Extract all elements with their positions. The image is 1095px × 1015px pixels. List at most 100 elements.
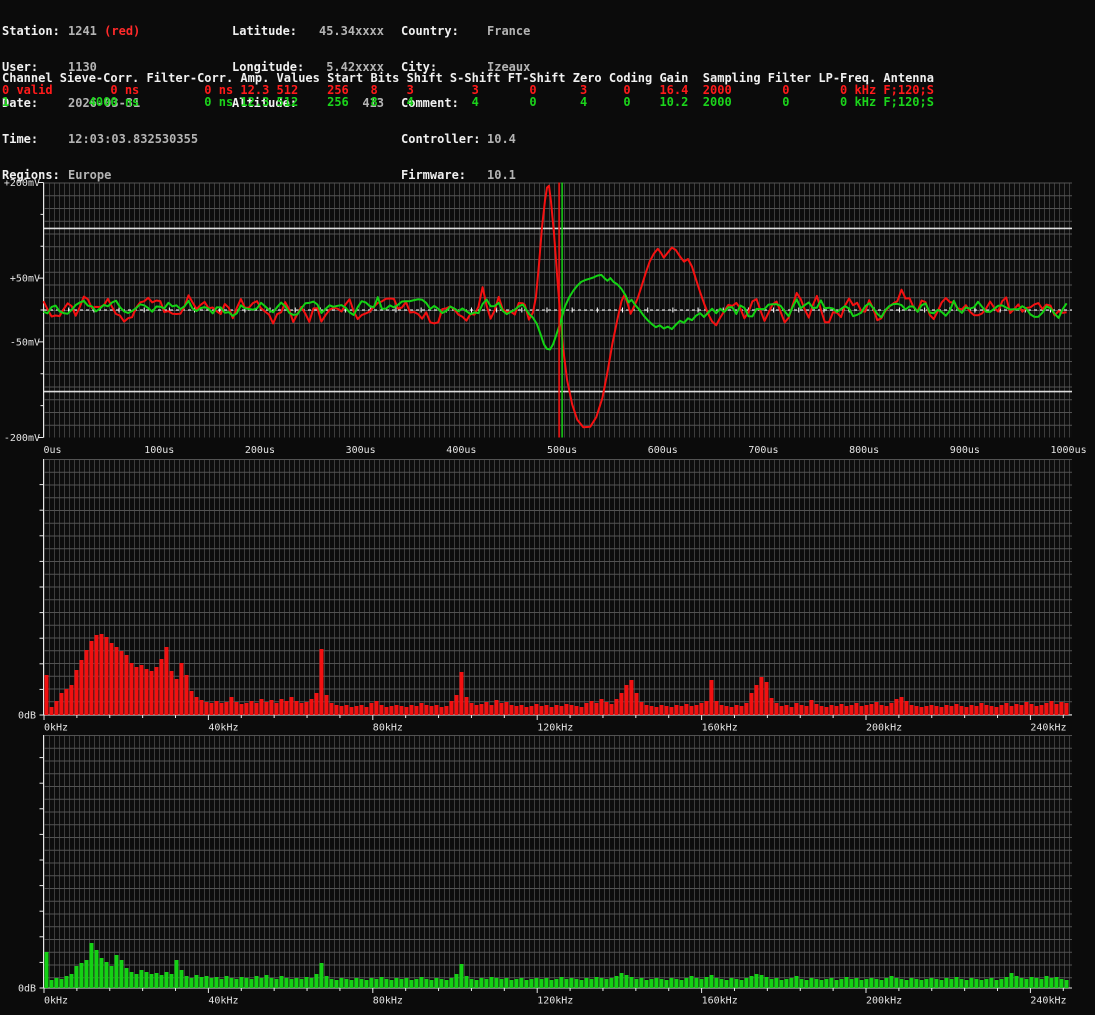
spectrum-bar: [469, 703, 474, 715]
spectrum-bar: [694, 978, 699, 988]
spectrum-bar: [114, 955, 119, 988]
spectrum-bar: [759, 677, 764, 715]
spectrum-bar: [329, 979, 334, 988]
waveform-x-tick-label: 800us: [849, 445, 879, 456]
spectrum-bar: [739, 706, 744, 715]
spectrum-bar: [714, 701, 719, 715]
spectrum-bar: [264, 975, 269, 988]
spectrum-bar: [1064, 703, 1069, 715]
spectrum-bar: [899, 697, 904, 715]
spectrum-bar: [144, 669, 149, 715]
spectrum-bar: [499, 979, 504, 988]
spectrum0-grid: [44, 459, 1072, 715]
spectrum-bar: [574, 706, 579, 715]
spectrum-bar: [274, 703, 279, 715]
spectrum-bar: [629, 680, 634, 715]
spectrum-bar: [274, 979, 279, 988]
spectrum-bar: [449, 701, 454, 715]
spectrum-bar: [139, 665, 144, 715]
city-row: City: Izeaux: [401, 61, 530, 73]
spectrum-bar: [384, 707, 389, 715]
spectrum-bar: [584, 703, 589, 715]
spectrum-bar: [589, 979, 594, 988]
spectrum-x-tick-label: 200kHz: [866, 996, 902, 1007]
y-tick-label: +200mV: [4, 178, 40, 189]
spectrum-bar: [1039, 979, 1044, 988]
spectrum-bar: [484, 979, 489, 988]
spectrum-bar: [194, 975, 199, 988]
spectrum-bar: [79, 660, 84, 715]
spectrum-bar: [474, 980, 479, 988]
spectrum-bar: [294, 978, 299, 988]
spectrum-bar: [879, 705, 884, 715]
spectrum-bar: [149, 974, 154, 988]
spectrum-bar: [374, 979, 379, 988]
spectrum-bar: [214, 701, 219, 715]
channel-table-row-0: 0 valid 0 ns 0 ns 12.3 512 256 8 3 3 0 3…: [2, 83, 934, 97]
spectrum-bar: [744, 703, 749, 715]
spectrum-bar: [1024, 979, 1029, 988]
spectrum-bar: [959, 706, 964, 715]
spectrum-bar: [644, 705, 649, 715]
controller-label: Controller:: [401, 132, 481, 146]
spectrum-bar: [929, 705, 934, 715]
spectrum-bar: [634, 979, 639, 988]
spectrum-bar: [854, 978, 859, 988]
spectrum-bar: [1004, 977, 1009, 988]
spectrum-bar: [74, 966, 79, 988]
spectrum-bar: [269, 700, 274, 715]
spectrum-bar: [499, 703, 504, 715]
spectrum-bar: [954, 977, 959, 988]
spectrum-bar: [674, 705, 679, 715]
spectrum-bar: [504, 702, 509, 715]
country-value: France: [487, 24, 531, 38]
spectrum-bar: [674, 979, 679, 988]
spectrum-x-tick-label: 240kHz: [1030, 996, 1066, 1007]
spectrum-bar: [249, 979, 254, 988]
waveform-x-tick-label: 300us: [346, 445, 376, 456]
spectrum-bar: [489, 705, 494, 715]
spectrum-bar: [284, 978, 289, 988]
altitude-label: Altitude:: [232, 96, 298, 110]
spectrum-bar: [339, 978, 344, 988]
spectrum-bar: [784, 705, 789, 715]
spectrum-bar: [289, 979, 294, 988]
spectrum-bar: [104, 962, 109, 988]
spectrum-bar: [699, 979, 704, 988]
spectrum-bar: [1019, 978, 1024, 988]
spectrum-bar: [714, 978, 719, 988]
spectrum-bar: [559, 977, 564, 988]
spectrum-bar: [994, 707, 999, 715]
spectrum-bar: [914, 979, 919, 988]
spectrum-bar: [364, 980, 369, 988]
spectrum-bar: [624, 975, 629, 988]
spectrum-bar: [774, 703, 779, 715]
spectrum-bar: [229, 697, 234, 715]
longitude-label: Longitude:: [232, 60, 305, 74]
spectrum-bar: [779, 706, 784, 715]
spectrum-bar: [349, 980, 354, 988]
spectrum-bar: [839, 979, 844, 988]
spectrum-bar: [404, 978, 409, 988]
spectrum-bar: [259, 699, 264, 715]
spectrum-bar: [1044, 703, 1049, 715]
station-value: 1241: [68, 24, 97, 38]
spectrum-bar: [554, 979, 559, 988]
spectrum-bar: [774, 978, 779, 988]
country-row: Country: France: [401, 25, 530, 37]
spectrum-bar: [209, 978, 214, 988]
spectrum-bar: [474, 705, 479, 715]
spectrum-bar: [449, 978, 454, 988]
waveform-x-tick-label: 0us: [44, 445, 62, 456]
spectrum-bar: [699, 703, 704, 715]
spectrum-bar: [134, 974, 139, 988]
spectrum-bar: [539, 706, 544, 715]
spectrum-bar: [94, 950, 99, 988]
spectrum1-grid: [44, 735, 1072, 988]
spectrum-bar: [429, 706, 434, 715]
spectrum-bar: [124, 655, 129, 715]
spectrum-bar: [369, 703, 374, 715]
spectrum-bar: [284, 701, 289, 715]
spectrum-bar: [444, 980, 449, 988]
